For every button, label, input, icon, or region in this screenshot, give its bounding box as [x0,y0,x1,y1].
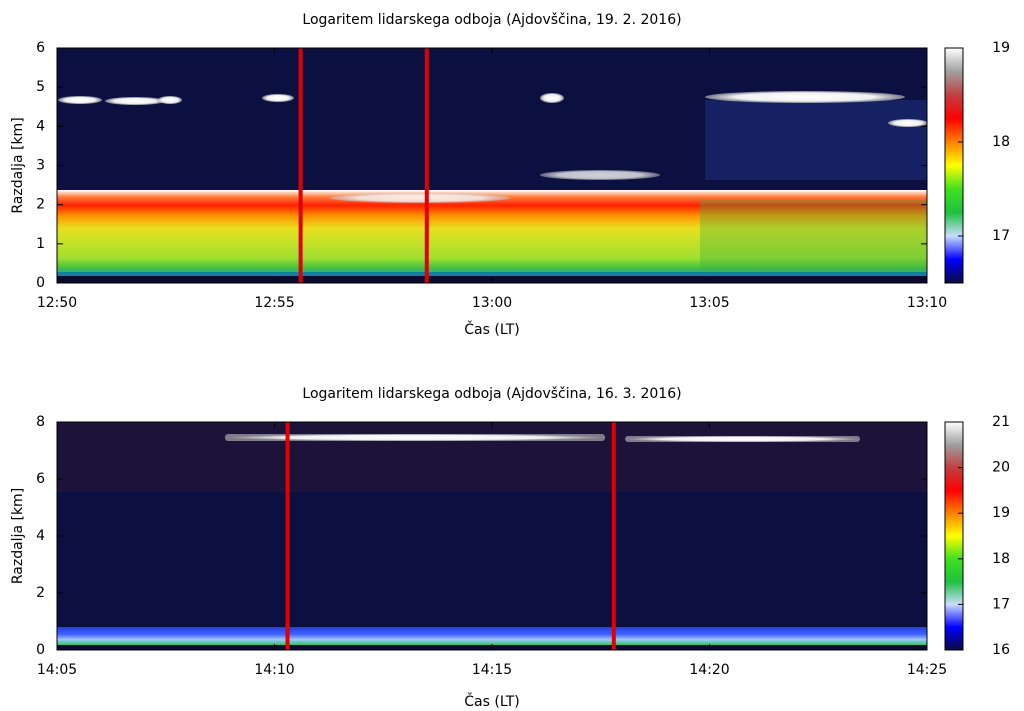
colorbar-tick-label: 19 [992,505,1010,521]
colorbar-tick-label: 16 [992,642,1010,658]
colorbar-tick-label: 17 [992,228,1010,244]
colorbar-tick-label: 21 [992,414,1010,430]
y-tick-label: 8 [36,414,45,430]
y-tick-label: 4 [36,118,45,134]
x-tick-label: 13:00 [472,295,512,311]
y-tick-label: 1 [36,236,45,252]
y-tick-label: 6 [36,471,45,487]
colorbar-tick-label: 17 [992,596,1010,612]
colorbar-tick-label: 18 [992,551,1010,567]
y-tick-label: 5 [36,79,45,95]
colorbar [944,47,964,284]
chart-title: Logaritem lidarskega odboja (Ajdovščina,… [302,12,681,28]
y-tick-label: 0 [36,275,45,291]
y-tick-label: 0 [36,642,45,658]
x-tick-label: 12:50 [37,295,77,311]
x-tick-label: 14:05 [37,662,77,678]
colorbar [944,421,964,651]
x-tick-label: 12:55 [254,295,294,311]
y-tick-label: 2 [36,585,45,601]
colorbar-tick-label: 18 [992,134,1010,150]
heatmap-image [57,422,927,650]
x-tick-label: 14:10 [254,662,294,678]
y-tick-label: 6 [36,40,45,56]
y-tick-label: 4 [36,528,45,544]
y-tick-label: 3 [36,158,45,174]
x-tick-label: 14:20 [689,662,729,678]
x-axis-label: Čas (LT) [464,320,519,338]
y-axis-label: Razdalja [km] [10,488,26,584]
chart-title: Logaritem lidarskega odboja (Ajdovščina,… [302,386,681,402]
colorbar-tick-label: 19 [992,40,1010,56]
colorbar-tick-label: 20 [992,460,1010,476]
x-tick-label: 13:05 [689,295,729,311]
x-tick-label: 14:15 [472,662,512,678]
x-tick-label: 13:10 [907,295,947,311]
heatmap-image [57,48,928,283]
x-tick-label: 14:25 [907,662,947,678]
y-axis-label: Razdalja [km] [10,117,26,213]
y-tick-label: 2 [36,197,45,213]
x-axis-label: Čas (LT) [464,692,519,710]
